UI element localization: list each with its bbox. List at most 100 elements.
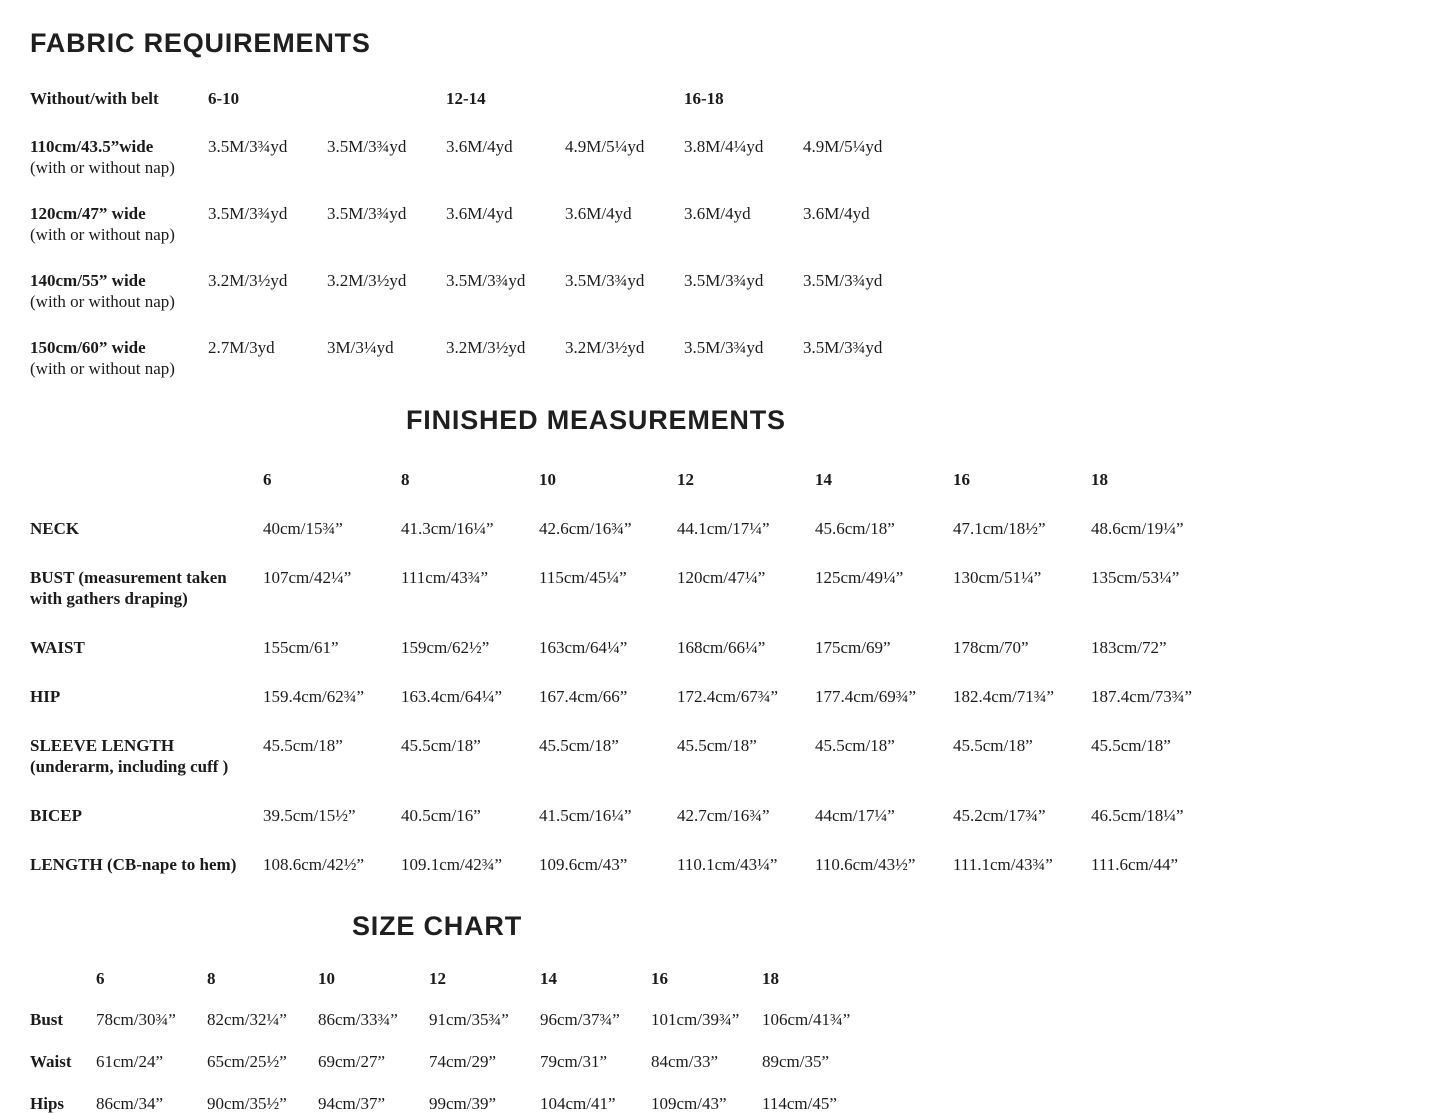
size-header: 10 xyxy=(318,969,335,988)
size-header: 12 xyxy=(677,470,694,489)
fabric-yardage-value: 3.6M/4yd xyxy=(446,204,513,223)
fabric-row-label: 140cm/55” wide (with or without nap) xyxy=(30,270,208,312)
measurement-value: 45.5cm/18” xyxy=(401,736,481,755)
measurement-value: 177.4cm/69¾” xyxy=(815,687,917,706)
measurement-value: 109.1cm/42¾” xyxy=(401,855,503,874)
measurement-value: 172.4cm/67¾” xyxy=(677,687,779,706)
fabric-yardage-value: 3.6M/4yd xyxy=(684,204,751,223)
body-measurement-value: 94cm/37” xyxy=(318,1094,386,1113)
body-measurement-value: 101cm/39¾” xyxy=(651,1010,740,1029)
size-header: 6 xyxy=(96,969,105,988)
fabric-size-group: 12-14 xyxy=(446,89,486,108)
finished-row-length: LENGTH (CB-nape to hem) 108.6cm/42½” 109.… xyxy=(30,854,1445,875)
size-header: 18 xyxy=(1091,470,1108,489)
measurement-label: HIP xyxy=(30,687,61,706)
measurement-value: 182.4cm/71¾” xyxy=(953,687,1055,706)
measurement-value: 183cm/72” xyxy=(1091,638,1167,657)
measurement-label: BICEP xyxy=(30,806,82,825)
body-measurement-label: Bust xyxy=(30,1010,64,1029)
body-measurement-value: 99cm/39” xyxy=(429,1094,497,1113)
measurement-value: 45.5cm/18” xyxy=(953,736,1033,755)
size-header: 16 xyxy=(651,969,668,988)
size-header: 8 xyxy=(401,470,410,489)
fabric-nap-note: (with or without nap) xyxy=(30,158,175,177)
measurement-value: 159.4cm/62¾” xyxy=(263,687,365,706)
finished-row-bust: BUST (measurement taken with gathers dra… xyxy=(30,567,1445,609)
fabric-yardage-value: 2.7M/3yd xyxy=(208,338,275,357)
measurement-value: 110.6cm/43½” xyxy=(815,855,916,874)
fabric-yardage-value: 4.9M/5¼yd xyxy=(565,137,645,156)
fabric-yardage-value: 3.5M/3¾yd xyxy=(684,338,764,357)
fabric-requirements-title: FABRIC REQUIREMENTS xyxy=(30,28,371,58)
fabric-yardage-value: 3.2M/3½yd xyxy=(565,338,645,357)
fabric-yardage-value: 3.5M/3¾yd xyxy=(327,204,407,223)
fabric-row-110cm: 110cm/43.5”wide (with or without nap) 3.… xyxy=(30,136,1445,178)
measurement-value: 48.6cm/19¼” xyxy=(1091,519,1184,538)
measurement-value: 47.1cm/18½” xyxy=(953,519,1046,538)
fabric-size-group: 6-10 xyxy=(208,89,240,108)
measurement-value: 120cm/47¼” xyxy=(677,568,766,587)
fabric-width-label: 110cm/43.5”wide xyxy=(30,137,154,156)
measurement-value: 125cm/49¼” xyxy=(815,568,904,587)
body-measurement-value: 104cm/41” xyxy=(540,1094,616,1113)
body-measurement-value: 109cm/43” xyxy=(651,1094,727,1113)
body-measurement-value: 90cm/35½” xyxy=(207,1094,287,1113)
fabric-yardage-value: 3.6M/4yd xyxy=(565,204,632,223)
body-measurement-value: 69cm/27” xyxy=(318,1052,386,1071)
fabric-row-150cm: 150cm/60” wide (with or without nap) 2.7… xyxy=(30,337,1445,379)
size-header: 18 xyxy=(762,969,779,988)
measurement-value: 107cm/42¼” xyxy=(263,568,352,587)
body-measurement-value: 91cm/35¾” xyxy=(429,1010,509,1029)
body-measurement-value: 84cm/33” xyxy=(651,1052,719,1071)
size-chart-row-hips: Hips 86cm/34” 90cm/35½” 94cm/37” 99cm/39” 10… xyxy=(30,1093,1445,1114)
body-measurement-value: 89cm/35” xyxy=(762,1052,830,1071)
fabric-yardage-value: 3.5M/3¾yd xyxy=(803,271,883,290)
size-header: 14 xyxy=(815,470,832,489)
finished-row-neck: NECK 40cm/15¾” 41.3cm/16¼” 42.6cm/16¾” 44.1… xyxy=(30,518,1445,539)
fabric-yardage-value: 3.2M/3½yd xyxy=(446,338,526,357)
measurement-value: 42.6cm/16¾” xyxy=(539,519,632,538)
body-measurement-value: 61cm/24” xyxy=(96,1052,164,1071)
fabric-row-label: 150cm/60” wide (with or without nap) xyxy=(30,337,208,379)
size-header: 6 xyxy=(263,470,272,489)
measurement-value: 45.5cm/18” xyxy=(263,736,343,755)
fabric-yardage-value: 3.5M/3¾yd xyxy=(208,204,288,223)
measurement-value: 40.5cm/16” xyxy=(401,806,481,825)
body-measurement-value: 86cm/34” xyxy=(96,1094,164,1113)
size-chart-row-waist: Waist 61cm/24” 65cm/25½” 69cm/27” 74cm/29” 7… xyxy=(30,1051,1445,1072)
measurement-value: 163cm/64¼” xyxy=(539,638,628,657)
measurement-value: 110.1cm/43¼” xyxy=(677,855,778,874)
measurement-value: 115cm/45¼” xyxy=(539,568,627,587)
measurement-label: LENGTH (CB-nape to hem) xyxy=(30,855,237,874)
finished-size-header-row: 6 8 10 12 14 16 18 xyxy=(30,469,1445,490)
measurement-value: 167.4cm/66” xyxy=(539,687,628,706)
measurement-value: 44cm/17¼” xyxy=(815,806,895,825)
measurement-value: 111cm/43¾” xyxy=(401,568,489,587)
measurement-label: WAIST xyxy=(30,638,85,657)
size-chart-row-bust: Bust 78cm/30¾” 82cm/32¼” 86cm/33¾” 91cm/35¾… xyxy=(30,1009,1445,1030)
body-measurement-value: 65cm/25½” xyxy=(207,1052,287,1071)
measurement-value: 155cm/61” xyxy=(263,638,339,657)
fabric-yardage-value: 3.8M/4¼yd xyxy=(684,137,764,156)
measurement-value: 109.6cm/43” xyxy=(539,855,628,874)
size-header: 12 xyxy=(429,969,446,988)
fabric-yardage-value: 3.6M/4yd xyxy=(446,137,513,156)
body-measurement-value: 74cm/29” xyxy=(429,1052,497,1071)
body-measurement-value: 82cm/32¼” xyxy=(207,1010,287,1029)
fabric-yardage-value: 4.9M/5¼yd xyxy=(803,137,883,156)
measurement-label: NECK xyxy=(30,519,80,538)
fabric-row-120cm: 120cm/47” wide (with or without nap) 3.5… xyxy=(30,203,1445,245)
body-measurement-value: 86cm/33¾” xyxy=(318,1010,398,1029)
measurement-value: 42.7cm/16¾” xyxy=(677,806,770,825)
finished-row-waist: WAIST 155cm/61” 159cm/62½” 163cm/64¼” 168cm… xyxy=(30,637,1445,658)
size-chart-header-row: 6 8 10 12 14 16 18 xyxy=(30,968,1445,989)
fabric-width-label: 120cm/47” wide xyxy=(30,204,146,223)
finished-row-hip: HIP 159.4cm/62¾” 163.4cm/64¼” 167.4cm/66” 1… xyxy=(30,686,1445,707)
fabric-width-label: 150cm/60” wide xyxy=(30,338,146,357)
fabric-yardage-value: 3.5M/3¾yd xyxy=(803,338,883,357)
measurement-value: 45.5cm/18” xyxy=(1091,736,1171,755)
finished-row-sleeve-length: SLEEVE LENGTH (underarm, including cuff … xyxy=(30,735,1445,777)
measurement-value: 45.5cm/18” xyxy=(539,736,619,755)
fabric-row-label: 120cm/47” wide (with or without nap) xyxy=(30,203,208,245)
size-header: 14 xyxy=(540,969,557,988)
